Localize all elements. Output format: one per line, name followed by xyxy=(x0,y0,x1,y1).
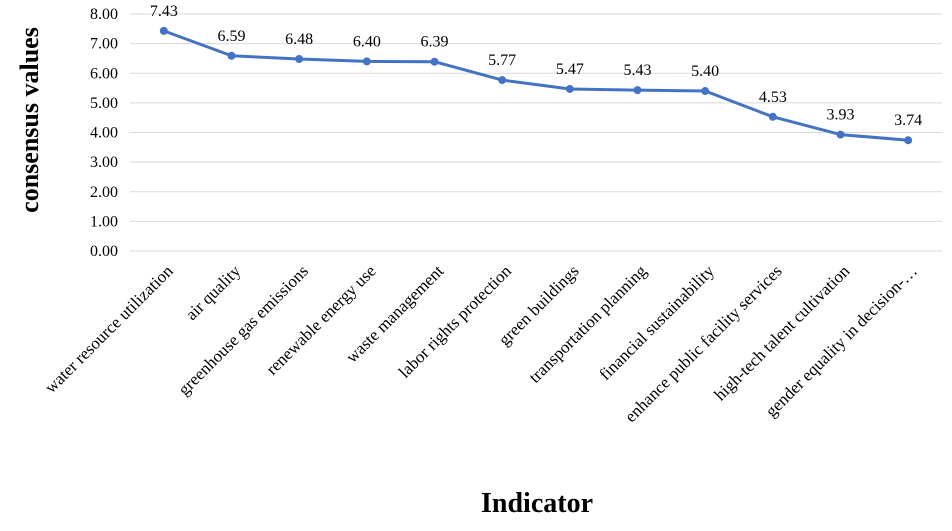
data-label: 5.77 xyxy=(488,52,516,69)
data-label: 6.59 xyxy=(218,28,246,45)
y-tick-label: 2.00 xyxy=(90,184,118,201)
data-point xyxy=(701,87,710,96)
data-point xyxy=(904,136,913,145)
gridlines xyxy=(130,13,942,252)
data-point xyxy=(565,84,574,93)
data-label: 6.39 xyxy=(421,34,449,51)
data-labels-group: 7.43 6.59 6.48 6.40 6.39 5.77 5.47 5.43 5.40 4.53… xyxy=(150,3,922,129)
x-category-label: water resource utilization xyxy=(41,261,177,397)
data-point xyxy=(768,112,777,121)
data-label: 5.40 xyxy=(691,63,719,80)
data-point xyxy=(836,130,845,139)
data-label: 7.43 xyxy=(150,3,178,20)
data-label: 6.40 xyxy=(353,33,381,50)
y-axis-ticks: 0.00 1.00 2.00 3.00 4.00 5.00 6.00 7.00 8.00 xyxy=(90,6,118,260)
data-point xyxy=(430,57,439,66)
y-tick-label: 6.00 xyxy=(90,65,118,82)
x-category-label: air quality xyxy=(182,261,245,324)
data-label: 4.53 xyxy=(759,89,787,106)
series-group xyxy=(159,26,913,145)
y-tick-label: 1.00 xyxy=(90,213,118,230)
y-tick-label: 4.00 xyxy=(90,125,118,142)
data-label: 6.48 xyxy=(285,31,313,48)
y-axis-title: consensus values xyxy=(15,27,44,213)
y-tick-label: 8.00 xyxy=(90,6,118,23)
data-label: 3.93 xyxy=(827,107,855,124)
data-point xyxy=(498,76,507,85)
y-tick-label: 7.00 xyxy=(90,36,118,53)
x-axis-title: Indicator xyxy=(481,488,593,519)
x-category-label: transportation planning xyxy=(525,261,651,387)
y-tick-label: 0.00 xyxy=(90,243,118,260)
y-tick-label: 5.00 xyxy=(90,95,118,112)
series-line xyxy=(162,29,910,142)
x-category-label: financial sustainability xyxy=(595,261,718,384)
data-point xyxy=(295,55,304,64)
x-axis-category-labels: water resource utilization air qualitygre… xyxy=(41,261,921,426)
x-category-label: greenhouse gas emissions xyxy=(174,261,312,399)
data-point xyxy=(362,57,371,66)
data-point xyxy=(159,26,168,35)
data-label: 5.47 xyxy=(556,61,584,78)
data-point xyxy=(227,51,236,60)
x-category-label: high-tech talent cultivation xyxy=(710,261,853,404)
data-point xyxy=(633,86,642,95)
x-category-label: labor rights protection xyxy=(395,261,516,382)
data-label: 5.43 xyxy=(624,62,652,79)
data-label: 3.74 xyxy=(894,112,922,129)
y-tick-label: 3.00 xyxy=(90,154,118,171)
